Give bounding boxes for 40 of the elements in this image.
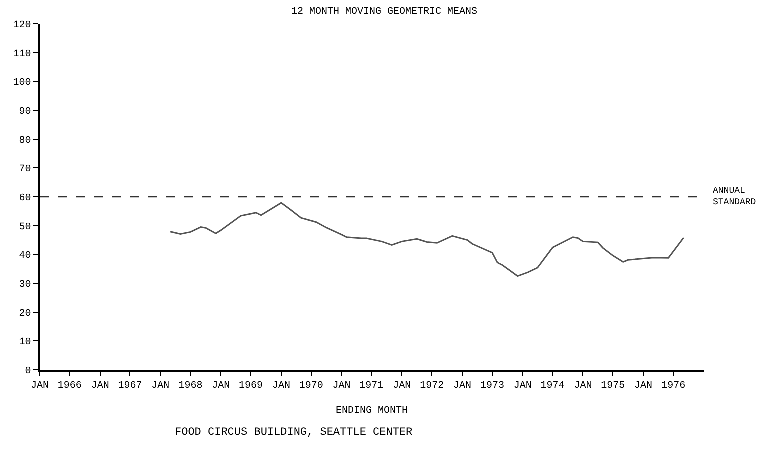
x-tick-label: 1976 [662, 380, 686, 392]
x-tick-label: 1971 [360, 380, 384, 392]
x-tick-label: 1967 [118, 380, 142, 392]
x-tick-label: 1974 [540, 380, 565, 392]
y-tick-label: 40 [19, 251, 32, 262]
y-tick-label: 0 [25, 366, 32, 378]
x-tick-label: JAN [272, 380, 290, 392]
y-tick-label: 80 [19, 136, 32, 147]
x-tick-label: 1970 [299, 380, 324, 392]
x-tick-label: JAN [212, 380, 230, 392]
y-tick-label: 60 [19, 194, 32, 204]
chart-title: 12 MONTH MOVING GEOMETRIC MEANS [291, 6, 478, 18]
x-tick-label: 1973 [480, 380, 504, 392]
y-tick-label: 110 [13, 49, 32, 60]
y-tick-label: 100 [13, 78, 32, 90]
y-tick-label: 20 [19, 308, 32, 320]
y-tick-label: 90 [19, 107, 32, 118]
ref-line-label: ANNUAL STANDARD [713, 186, 756, 208]
x-tick-label: JAN [393, 380, 412, 392]
y-tick-label: 120 [13, 20, 32, 32]
x-tick-label: JAN [91, 380, 110, 392]
x-tick-label: JAN [152, 380, 170, 392]
y-tick-label: 30 [19, 280, 32, 291]
y-tick-label: 50 [19, 222, 32, 234]
x-tick-label: JAN [514, 380, 532, 392]
x-tick-label: 1975 [601, 380, 626, 392]
x-tick-label: 1968 [178, 380, 203, 392]
x-tick-label: JAN [30, 380, 50, 392]
line-series [170, 202, 685, 278]
y-tick-label: 10 [19, 338, 32, 349]
x-tick-label: JAN [574, 380, 592, 392]
y-tick-label: 70 [19, 164, 32, 176]
x-axis-title: ENDING MONTH [336, 406, 408, 417]
x-tick-label: JAN [332, 380, 351, 392]
text: FOOD CIRCUS BUILDING, SEATTLE CENTER [175, 427, 414, 439]
x-tick-label: JAN [634, 380, 653, 392]
x-tick-label: JAN [454, 380, 472, 392]
x-tick-label: 1966 [58, 380, 82, 392]
x-tick-label: 1969 [239, 380, 264, 392]
x-tick-label: 1972 [420, 380, 444, 392]
